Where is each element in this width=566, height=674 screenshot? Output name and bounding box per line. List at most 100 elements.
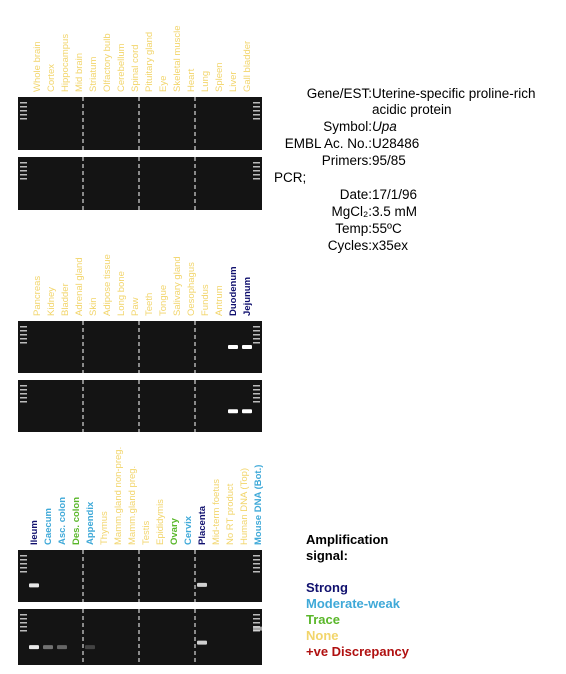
legend-title: Amplification signal: bbox=[306, 532, 389, 563]
ladder bbox=[253, 393, 260, 395]
band bbox=[29, 645, 39, 650]
ladder bbox=[20, 626, 27, 628]
ladder bbox=[20, 559, 27, 561]
ladder bbox=[20, 622, 27, 624]
info-value: Upa bbox=[372, 119, 397, 134]
lane-label: Cerebellum bbox=[116, 43, 127, 92]
gel bbox=[18, 609, 262, 665]
lane-label: Human DNA (Top) bbox=[239, 468, 250, 545]
ladder bbox=[253, 102, 260, 104]
band bbox=[197, 640, 207, 645]
info-key: Gene/EST: bbox=[306, 86, 372, 101]
lane-label: No RT product bbox=[225, 483, 236, 545]
ladder bbox=[20, 397, 27, 399]
lane-label: Mouse DNA (Bot.) bbox=[253, 465, 264, 545]
legend-item: Trace bbox=[306, 612, 340, 627]
ladder bbox=[20, 106, 27, 108]
panel: Pancreas Kidney Bladder Adrenal gland Skin Ad… bbox=[18, 254, 262, 432]
legend: Amplification signal: Strong Moderate-weak… bbox=[306, 532, 426, 660]
lane-label: Cortex bbox=[46, 64, 57, 92]
info-key: Temp: bbox=[335, 221, 372, 236]
ladder bbox=[253, 334, 260, 336]
ladder bbox=[253, 342, 260, 344]
lane-label: Long bone bbox=[116, 271, 127, 316]
lane-label: Striatum bbox=[88, 57, 99, 92]
lane-label: Liver bbox=[228, 71, 239, 92]
ladder bbox=[20, 338, 27, 340]
ladder bbox=[253, 174, 260, 176]
lane-label: Mamm.gland non-preg. bbox=[113, 447, 124, 545]
lane-label: Bladder bbox=[60, 283, 71, 316]
lane-label: Placenta bbox=[197, 505, 208, 545]
lane-label: Adipose tissue bbox=[102, 254, 113, 316]
lane-label: Whole brain bbox=[32, 41, 43, 92]
lane-label: Pituitary gland bbox=[144, 32, 155, 92]
info-key: EMBL Ac. No.: bbox=[284, 136, 372, 151]
lane-label: Tongue bbox=[158, 285, 169, 316]
info-value: x35ex bbox=[372, 238, 409, 253]
band bbox=[228, 409, 238, 414]
ladder bbox=[253, 166, 260, 168]
lane-label: Teeth bbox=[144, 293, 155, 316]
ladder bbox=[20, 162, 27, 164]
lane-label: Cervix bbox=[183, 515, 194, 545]
info-value: 95/85 bbox=[372, 153, 406, 168]
band bbox=[228, 345, 238, 349]
lane-label: Heart bbox=[186, 68, 197, 92]
ladder bbox=[20, 567, 27, 569]
lane-label: Mid brain bbox=[74, 53, 85, 92]
lane-label: Adrenal gland bbox=[74, 257, 85, 316]
panel: Ileum Caecum Asc. colon Des. colon Appendix T… bbox=[18, 447, 264, 665]
ladder bbox=[253, 563, 260, 565]
ladder bbox=[20, 630, 27, 632]
info-key: Symbol: bbox=[323, 119, 372, 134]
ladder bbox=[20, 178, 27, 180]
ladder bbox=[20, 170, 27, 172]
lane-label: Antrum bbox=[214, 285, 225, 316]
ladder bbox=[253, 614, 260, 616]
lane-label: Hippocampus bbox=[60, 34, 71, 92]
band bbox=[197, 582, 207, 587]
ladder bbox=[253, 555, 260, 557]
ladder bbox=[20, 342, 27, 344]
lane-label: Testis bbox=[141, 520, 152, 545]
panel: Whole brain Cortex Hippocampus Mid brain Str… bbox=[18, 25, 262, 210]
lane-label: Spinal cord bbox=[130, 44, 141, 92]
ladder bbox=[253, 559, 260, 561]
ladder bbox=[20, 555, 27, 557]
lane-label: Ovary bbox=[169, 517, 180, 545]
ladder bbox=[253, 114, 260, 116]
info-key: Cycles: bbox=[327, 238, 372, 253]
lane-label: Oesophagus bbox=[186, 262, 197, 316]
legend-item: Moderate-weak bbox=[306, 596, 400, 611]
ladder bbox=[20, 334, 27, 336]
lane-label: Mamm.gland preg. bbox=[127, 466, 138, 545]
ladder bbox=[20, 102, 27, 104]
gel bbox=[18, 97, 262, 150]
lane-label: Jejunum bbox=[242, 277, 253, 316]
ladder bbox=[253, 162, 260, 164]
ladder bbox=[253, 106, 260, 108]
band bbox=[242, 345, 252, 349]
lane-label: Spleen bbox=[214, 62, 225, 92]
info-value: 55ºC bbox=[372, 221, 402, 236]
legend-item: None bbox=[306, 628, 339, 643]
ladder bbox=[253, 110, 260, 112]
ladder bbox=[20, 389, 27, 391]
info-value: 3.5 mM bbox=[372, 204, 418, 219]
ladder bbox=[20, 563, 27, 565]
ladder bbox=[20, 114, 27, 116]
ladder bbox=[20, 618, 27, 620]
gel bbox=[18, 380, 262, 432]
lane-label: Fundus bbox=[200, 284, 211, 316]
ladder bbox=[253, 338, 260, 340]
ladder bbox=[253, 401, 260, 403]
ladder bbox=[253, 178, 260, 180]
ladder bbox=[20, 401, 27, 403]
ladder bbox=[20, 110, 27, 112]
info-key: PCR; bbox=[274, 170, 307, 185]
ladder bbox=[253, 170, 260, 172]
ladder bbox=[253, 326, 260, 328]
